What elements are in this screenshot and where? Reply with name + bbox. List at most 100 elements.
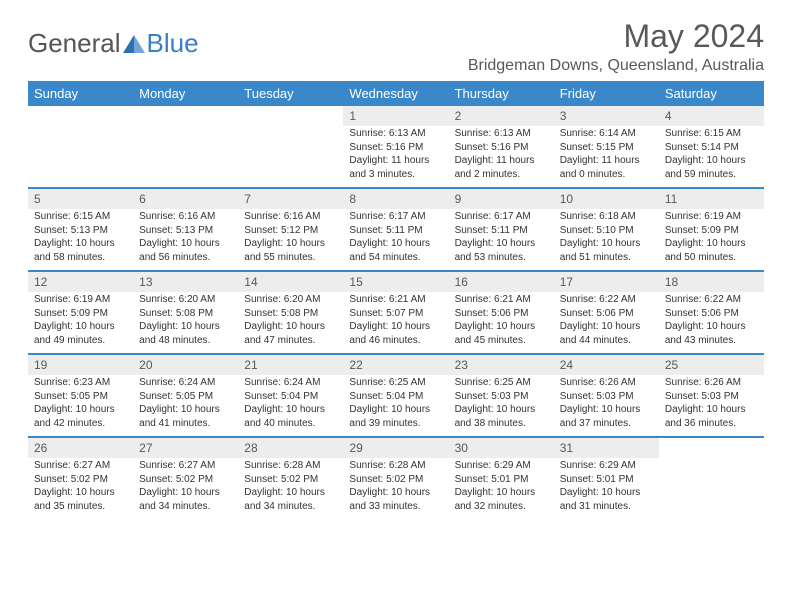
calendar-day-cell: 7Sunrise: 6:16 AMSunset: 5:12 PMDaylight… — [238, 188, 343, 271]
sunset-text: Sunset: 5:09 PM — [665, 224, 758, 238]
day-details — [238, 126, 343, 182]
day-details: Sunrise: 6:28 AMSunset: 5:02 PMDaylight:… — [343, 458, 448, 519]
month-title: May 2024 — [468, 18, 764, 55]
day-number: 2 — [449, 106, 554, 126]
daylight-text: Daylight: 10 hours and 43 minutes. — [665, 320, 758, 347]
weekday-header: Sunday — [28, 81, 133, 106]
day-details: Sunrise: 6:26 AMSunset: 5:03 PMDaylight:… — [554, 375, 659, 436]
day-details: Sunrise: 6:20 AMSunset: 5:08 PMDaylight:… — [133, 292, 238, 353]
day-details: Sunrise: 6:25 AMSunset: 5:03 PMDaylight:… — [449, 375, 554, 436]
calendar-day-cell: 31Sunrise: 6:29 AMSunset: 5:01 PMDayligh… — [554, 437, 659, 519]
calendar-week-row: 26Sunrise: 6:27 AMSunset: 5:02 PMDayligh… — [28, 437, 764, 519]
sunrise-text: Sunrise: 6:13 AM — [455, 127, 548, 141]
weekday-header: Tuesday — [238, 81, 343, 106]
sunset-text: Sunset: 5:12 PM — [244, 224, 337, 238]
calendar-day-cell: 9Sunrise: 6:17 AMSunset: 5:11 PMDaylight… — [449, 188, 554, 271]
sunrise-text: Sunrise: 6:16 AM — [139, 210, 232, 224]
day-details: Sunrise: 6:14 AMSunset: 5:15 PMDaylight:… — [554, 126, 659, 187]
daylight-text: Daylight: 10 hours and 47 minutes. — [244, 320, 337, 347]
daylight-text: Daylight: 10 hours and 36 minutes. — [665, 403, 758, 430]
calendar-week-row: 19Sunrise: 6:23 AMSunset: 5:05 PMDayligh… — [28, 354, 764, 437]
day-details: Sunrise: 6:18 AMSunset: 5:10 PMDaylight:… — [554, 209, 659, 270]
calendar-day-cell: 26Sunrise: 6:27 AMSunset: 5:02 PMDayligh… — [28, 437, 133, 519]
calendar-day-cell: 1Sunrise: 6:13 AMSunset: 5:16 PMDaylight… — [343, 106, 448, 188]
daylight-text: Daylight: 10 hours and 40 minutes. — [244, 403, 337, 430]
day-number: 21 — [238, 355, 343, 375]
day-details: Sunrise: 6:24 AMSunset: 5:05 PMDaylight:… — [133, 375, 238, 436]
sunrise-text: Sunrise: 6:23 AM — [34, 376, 127, 390]
sunset-text: Sunset: 5:16 PM — [349, 141, 442, 155]
day-details: Sunrise: 6:16 AMSunset: 5:12 PMDaylight:… — [238, 209, 343, 270]
day-number: 28 — [238, 438, 343, 458]
day-details: Sunrise: 6:22 AMSunset: 5:06 PMDaylight:… — [659, 292, 764, 353]
day-details: Sunrise: 6:17 AMSunset: 5:11 PMDaylight:… — [343, 209, 448, 270]
weekday-header: Thursday — [449, 81, 554, 106]
weekday-header: Wednesday — [343, 81, 448, 106]
day-number: 20 — [133, 355, 238, 375]
logo-general-text: General — [28, 28, 121, 59]
sunset-text: Sunset: 5:04 PM — [244, 390, 337, 404]
day-number: 17 — [554, 272, 659, 292]
calendar-day-cell: 15Sunrise: 6:21 AMSunset: 5:07 PMDayligh… — [343, 271, 448, 354]
sunrise-text: Sunrise: 6:21 AM — [349, 293, 442, 307]
calendar-day-cell: 28Sunrise: 6:28 AMSunset: 5:02 PMDayligh… — [238, 437, 343, 519]
day-details: Sunrise: 6:21 AMSunset: 5:07 PMDaylight:… — [343, 292, 448, 353]
sunset-text: Sunset: 5:06 PM — [560, 307, 653, 321]
calendar-day-cell: 19Sunrise: 6:23 AMSunset: 5:05 PMDayligh… — [28, 354, 133, 437]
daylight-text: Daylight: 10 hours and 54 minutes. — [349, 237, 442, 264]
day-number: 30 — [449, 438, 554, 458]
sunrise-text: Sunrise: 6:27 AM — [139, 459, 232, 473]
calendar-day-cell: 5Sunrise: 6:15 AMSunset: 5:13 PMDaylight… — [28, 188, 133, 271]
day-number: 26 — [28, 438, 133, 458]
daylight-text: Daylight: 10 hours and 59 minutes. — [665, 154, 758, 181]
daylight-text: Daylight: 10 hours and 46 minutes. — [349, 320, 442, 347]
day-number — [133, 106, 238, 126]
calendar-day-cell: 22Sunrise: 6:25 AMSunset: 5:04 PMDayligh… — [343, 354, 448, 437]
sunset-text: Sunset: 5:13 PM — [34, 224, 127, 238]
calendar-day-cell: 8Sunrise: 6:17 AMSunset: 5:11 PMDaylight… — [343, 188, 448, 271]
sunset-text: Sunset: 5:08 PM — [244, 307, 337, 321]
weekday-header: Saturday — [659, 81, 764, 106]
sunset-text: Sunset: 5:07 PM — [349, 307, 442, 321]
daylight-text: Daylight: 10 hours and 49 minutes. — [34, 320, 127, 347]
daylight-text: Daylight: 11 hours and 3 minutes. — [349, 154, 442, 181]
calendar-day-cell — [659, 437, 764, 519]
sunrise-text: Sunrise: 6:25 AM — [349, 376, 442, 390]
daylight-text: Daylight: 10 hours and 58 minutes. — [34, 237, 127, 264]
sunrise-text: Sunrise: 6:14 AM — [560, 127, 653, 141]
day-details: Sunrise: 6:27 AMSunset: 5:02 PMDaylight:… — [133, 458, 238, 519]
daylight-text: Daylight: 10 hours and 32 minutes. — [455, 486, 548, 513]
logo-blue-text: Blue — [147, 28, 199, 59]
sunset-text: Sunset: 5:03 PM — [560, 390, 653, 404]
calendar-day-cell: 24Sunrise: 6:26 AMSunset: 5:03 PMDayligh… — [554, 354, 659, 437]
daylight-text: Daylight: 10 hours and 50 minutes. — [665, 237, 758, 264]
daylight-text: Daylight: 10 hours and 48 minutes. — [139, 320, 232, 347]
day-number: 10 — [554, 189, 659, 209]
calendar-day-cell: 17Sunrise: 6:22 AMSunset: 5:06 PMDayligh… — [554, 271, 659, 354]
calendar-table: Sunday Monday Tuesday Wednesday Thursday… — [28, 81, 764, 519]
calendar-day-cell: 12Sunrise: 6:19 AMSunset: 5:09 PMDayligh… — [28, 271, 133, 354]
calendar-day-cell: 6Sunrise: 6:16 AMSunset: 5:13 PMDaylight… — [133, 188, 238, 271]
day-details: Sunrise: 6:20 AMSunset: 5:08 PMDaylight:… — [238, 292, 343, 353]
sunrise-text: Sunrise: 6:20 AM — [139, 293, 232, 307]
sunset-text: Sunset: 5:04 PM — [349, 390, 442, 404]
sunset-text: Sunset: 5:02 PM — [349, 473, 442, 487]
sunset-text: Sunset: 5:14 PM — [665, 141, 758, 155]
calendar-day-cell: 16Sunrise: 6:21 AMSunset: 5:06 PMDayligh… — [449, 271, 554, 354]
calendar-day-cell: 3Sunrise: 6:14 AMSunset: 5:15 PMDaylight… — [554, 106, 659, 188]
day-number: 29 — [343, 438, 448, 458]
day-number: 23 — [449, 355, 554, 375]
day-number: 5 — [28, 189, 133, 209]
daylight-text: Daylight: 10 hours and 51 minutes. — [560, 237, 653, 264]
daylight-text: Daylight: 10 hours and 42 minutes. — [34, 403, 127, 430]
daylight-text: Daylight: 11 hours and 2 minutes. — [455, 154, 548, 181]
sunset-text: Sunset: 5:09 PM — [34, 307, 127, 321]
daylight-text: Daylight: 10 hours and 33 minutes. — [349, 486, 442, 513]
calendar-day-cell: 21Sunrise: 6:24 AMSunset: 5:04 PMDayligh… — [238, 354, 343, 437]
sunrise-text: Sunrise: 6:17 AM — [349, 210, 442, 224]
day-number: 27 — [133, 438, 238, 458]
sunset-text: Sunset: 5:03 PM — [665, 390, 758, 404]
calendar-week-row: 1Sunrise: 6:13 AMSunset: 5:16 PMDaylight… — [28, 106, 764, 188]
sunrise-text: Sunrise: 6:20 AM — [244, 293, 337, 307]
daylight-text: Daylight: 10 hours and 53 minutes. — [455, 237, 548, 264]
